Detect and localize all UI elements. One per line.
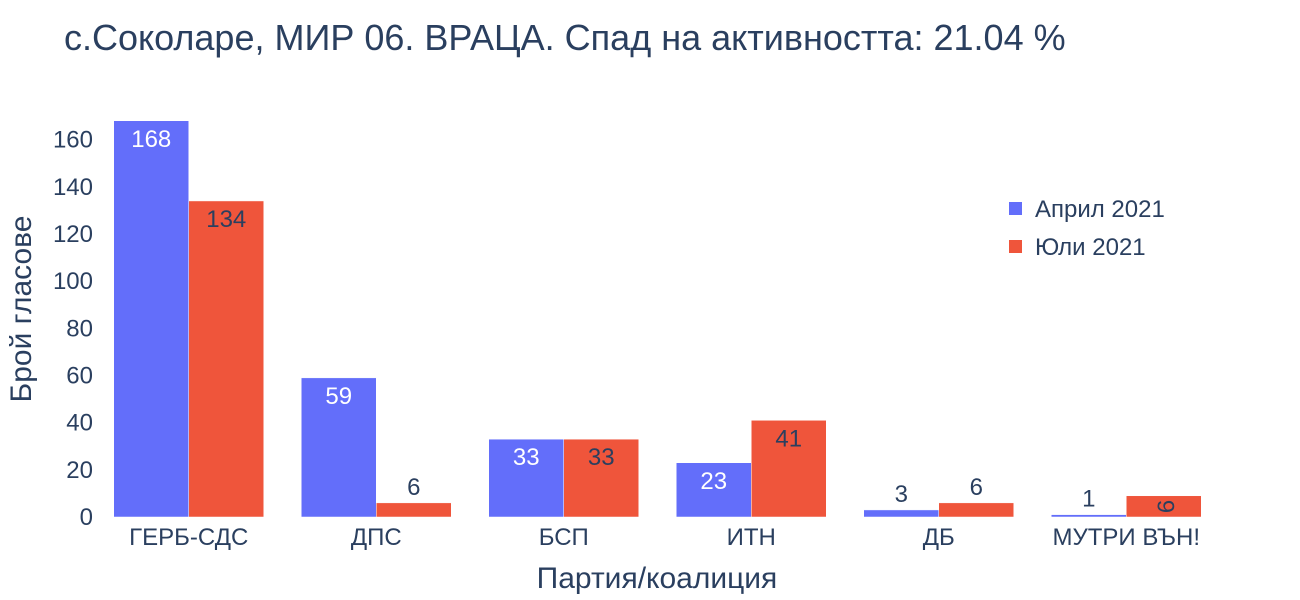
y-axis-ticks: 0 20 40 60 80 100 120 140 160 [53,127,93,531]
chart-title: с.Соколаре, МИР 06. ВРАЦА. Спад на актив… [64,17,1066,58]
x-tick-label: ДБ [923,524,955,551]
y-tick-label: 100 [53,268,93,295]
data-label: 134 [206,206,246,233]
y-tick-label: 120 [53,221,93,248]
bar-july-2[interactable] [563,438,639,518]
bar-april-0[interactable] [113,120,189,518]
y-tick-label: 0 [80,504,93,531]
x-tick-label: БСП [539,524,589,551]
bar-april-1[interactable] [301,377,377,518]
x-tick-label: ГЕРБ-СДС [129,524,248,551]
legend-swatch [1009,240,1022,253]
y-tick-label: 80 [66,315,93,342]
data-label: 6 [407,474,420,501]
y-axis-title: Брой гласове [5,216,38,403]
data-label: 33 [588,444,615,471]
plot-area: 168 134 59 6 33 33 23 41 3 6 1 9 [113,120,1202,518]
y-tick-label: 20 [66,457,93,484]
bar-april-5[interactable] [1051,514,1127,518]
x-axis-title: Партия/коалиция [537,562,778,595]
data-label: 1 [1082,486,1095,513]
bar-april-3[interactable] [676,462,752,518]
y-tick-label: 160 [53,127,93,154]
data-label: 9 [1151,500,1178,513]
x-axis-ticks: ГЕРБ-СДС ДПС БСП ИТН ДБ МУТРИ ВЪН! [129,524,1200,551]
x-tick-label: ИТН [727,524,776,551]
legend-item[interactable]: Юли 2021 [1035,234,1146,261]
bar-july-1[interactable] [376,502,452,518]
legend-item[interactable]: Април 2021 [1035,196,1165,223]
bar-april-4[interactable] [863,509,939,518]
y-tick-label: 140 [53,174,93,201]
x-tick-label: МУТРИ ВЪН! [1053,524,1200,551]
data-label: 59 [325,383,352,410]
data-label: 33 [513,444,540,471]
data-label: 3 [895,481,908,508]
y-tick-label: 40 [66,410,93,437]
bar-july-0[interactable] [188,200,264,518]
data-label: 41 [775,425,802,452]
bar-july-3[interactable] [751,420,827,518]
legend[interactable]: Април 2021 Юли 2021 [1009,196,1165,261]
bar-april-2[interactable] [488,438,564,518]
legend-swatch [1009,202,1022,215]
y-tick-label: 60 [66,362,93,389]
bar-july-5[interactable] [1126,495,1202,518]
data-label: 168 [131,126,171,153]
x-tick-label: ДПС [351,524,402,551]
data-label: 23 [700,468,727,495]
bar-july-4[interactable] [938,502,1014,518]
data-label: 6 [970,474,983,501]
